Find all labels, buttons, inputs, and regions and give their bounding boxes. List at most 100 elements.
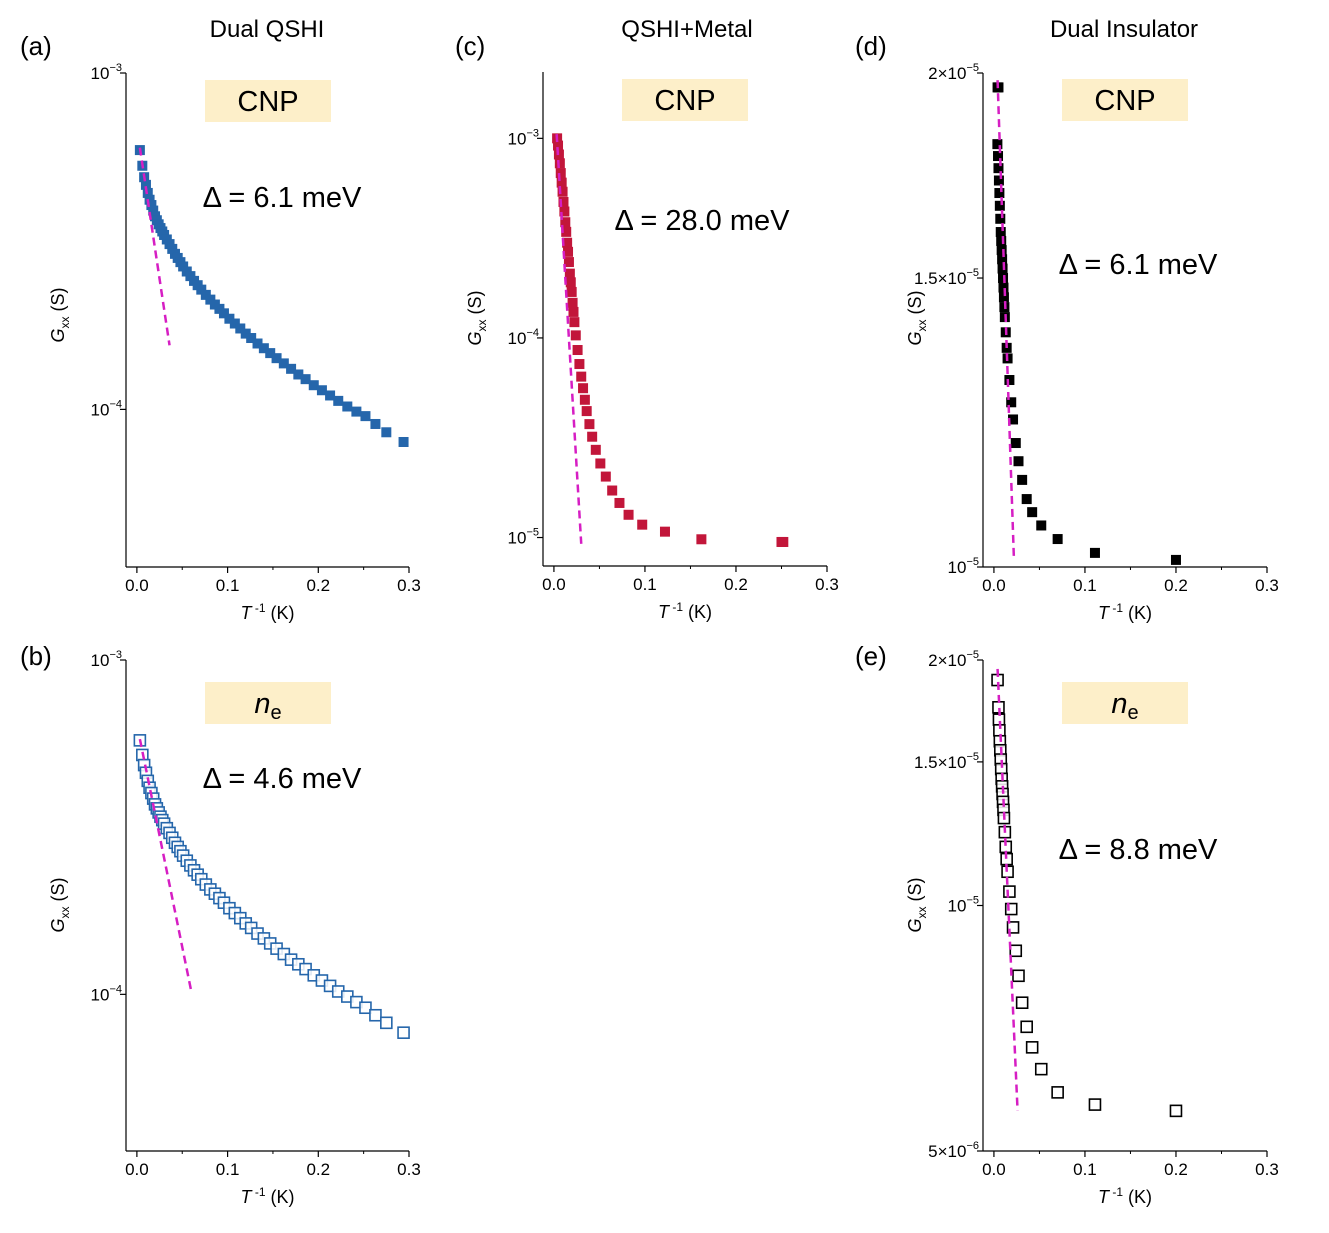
badge-box (205, 682, 331, 724)
data-point (555, 168, 566, 179)
chart-panel-c: (c) 0.0 0.1 0.2 0.3 10−3 10−4 10−5 T -1 (K) Gxx (… (455, 31, 839, 622)
y-tick-label: 10−3 (91, 62, 122, 83)
data-point (381, 427, 392, 438)
data-point (569, 317, 580, 328)
data-point (584, 419, 595, 430)
data-point (235, 323, 246, 334)
data-point (568, 306, 579, 317)
data-point (561, 226, 572, 237)
badge-box (1062, 682, 1188, 724)
data-point (397, 1026, 410, 1039)
y-tick-label: 5×10−6 (928, 1140, 979, 1161)
data-point (1010, 438, 1021, 449)
data-point (316, 385, 327, 396)
data-point (994, 200, 1005, 211)
data-point (144, 194, 155, 205)
y-tick-label: 10−4 (91, 398, 122, 419)
data-point (1089, 547, 1100, 558)
x-tick-label: 0.0 (125, 1160, 149, 1179)
delta-annotation: Δ = 6.1 meV (203, 182, 362, 214)
data-point (1036, 520, 1047, 531)
data-point (1021, 494, 1032, 505)
panel-letter: (b) (20, 641, 52, 671)
chart-panel-b: (b) 0.0 0.1 0.2 0.3 10−3 10−4 T -1 (K) Gxx (S) ne… (20, 641, 421, 1207)
data-point (370, 418, 381, 429)
data-point (278, 358, 289, 369)
column-title-dual-qshi: Dual QSHI (210, 16, 325, 43)
panel-letter: (c) (455, 31, 485, 61)
y-tick-label: 1.5×10−5 (914, 751, 979, 772)
data-point (993, 163, 1004, 174)
x-tick-label: 0.2 (1164, 1160, 1188, 1179)
data-point (559, 206, 570, 217)
data-point (1008, 414, 1019, 425)
data-point (998, 282, 1009, 293)
data-point (359, 1001, 372, 1015)
data-point (1169, 1104, 1183, 1118)
x-axis-label: T -1 (K) (240, 1185, 294, 1207)
y-axis-label: Gxx (S) (465, 290, 489, 345)
x-tick-label: 0.0 (125, 576, 149, 595)
data-point (286, 363, 297, 374)
x-tick-label: 0.2 (306, 1160, 330, 1179)
x-tick-label: 0.1 (216, 1160, 240, 1179)
data-point (146, 200, 157, 211)
y-tick-label: 10−5 (508, 527, 539, 548)
data-point (557, 186, 568, 197)
data-point (1051, 1086, 1064, 1099)
data-point (1027, 507, 1038, 518)
x-tick-label: 0.2 (306, 576, 330, 595)
data-point (1006, 921, 1020, 934)
data-point (1006, 397, 1017, 408)
badge-label: ne (1111, 688, 1138, 724)
badge-box (205, 80, 331, 122)
data-point (579, 394, 590, 405)
data-point (623, 509, 634, 520)
y-axis-label: Gxx (S) (905, 290, 929, 345)
y-tick-label: 10−3 (508, 127, 539, 148)
x-tick-label: 0.1 (216, 576, 240, 595)
y-axis-label: Gxx (S) (905, 877, 929, 932)
fit-line (138, 738, 193, 992)
x-tick-label: 0.2 (1164, 576, 1188, 595)
data-point (576, 371, 587, 382)
data-point (1004, 902, 1018, 916)
data-point (600, 471, 611, 482)
y-tick-label: 10−4 (91, 983, 122, 1004)
y-tick-label: 2×10−5 (928, 62, 979, 83)
badge-label: CNP (237, 86, 298, 118)
fit-line (555, 134, 583, 544)
y-tick-label: 10−5 (948, 556, 979, 577)
data-point (240, 328, 251, 339)
badge-label: CNP (654, 85, 715, 117)
badge-label: CNP (1094, 85, 1155, 117)
data-point (246, 333, 257, 344)
data-point (570, 330, 581, 341)
y-tick-label: 10−3 (91, 649, 122, 670)
x-tick-label: 0.2 (724, 575, 748, 594)
x-axis-label: T -1 (K) (240, 601, 294, 623)
x-tick-label: 0.0 (982, 1160, 1006, 1179)
data-point (998, 273, 1009, 284)
data-point (342, 401, 353, 412)
y-tick-label: 10−4 (508, 327, 539, 348)
panel-letter: (d) (855, 31, 887, 61)
data-point (1004, 375, 1015, 386)
data-point (360, 411, 371, 422)
data-point (293, 369, 304, 380)
data-point (587, 431, 598, 442)
data-point (229, 318, 240, 329)
data-point (218, 308, 229, 319)
data-point (140, 179, 151, 190)
chart-panel-d: (d) 0.0 0.1 0.2 0.3 2×10−5 1.5×10−5 10−5 T -1 (K… (855, 31, 1279, 623)
data-point (563, 246, 574, 257)
x-tick-label: 0.0 (542, 575, 566, 594)
data-point (398, 436, 409, 447)
x-tick-label: 0.1 (1073, 1160, 1097, 1179)
delta-annotation: Δ = 28.0 meV (615, 205, 791, 237)
data-point (564, 268, 575, 279)
delta-annotation: Δ = 8.8 meV (1059, 834, 1218, 866)
chart-panel-a: (a) 0.0 0.1 0.2 0.3 10−3 10−4 T -1 (K) Gxx (S) CN… (20, 31, 421, 623)
data-point (553, 140, 564, 151)
chart-panel-e: (e) 0.0 0.1 0.2 0.3 2×10−5 1.5×10−5 10−5 5×10−6 T… (855, 641, 1279, 1207)
